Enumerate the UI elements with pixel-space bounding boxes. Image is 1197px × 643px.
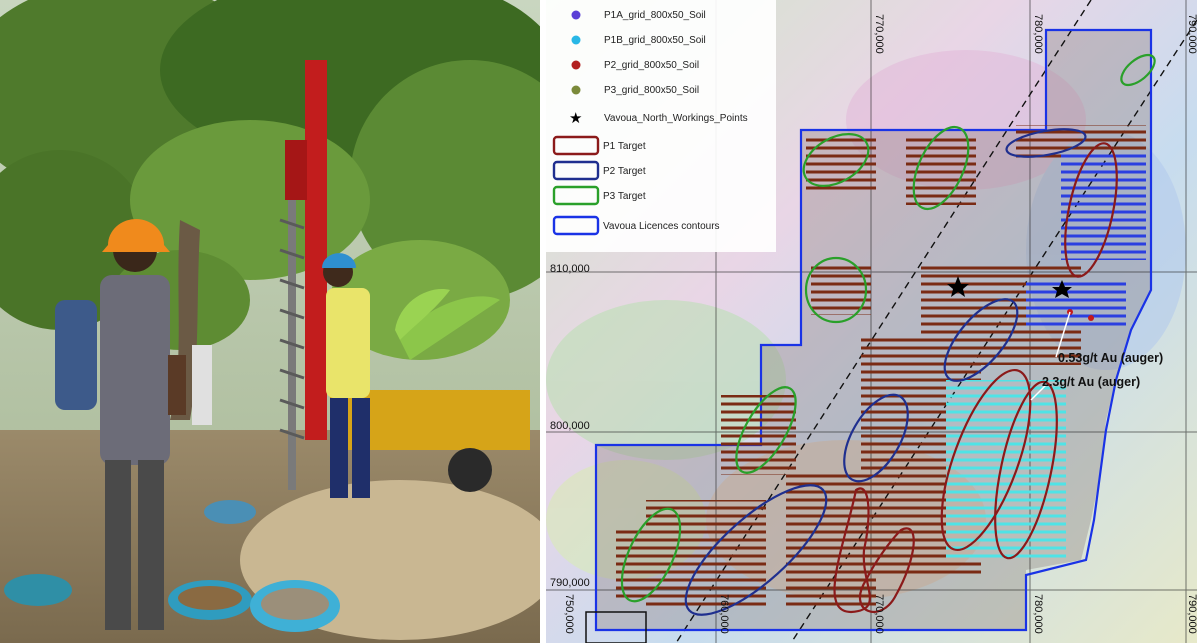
workings-star-icon (947, 276, 969, 297)
legend-item: P2 Target (552, 160, 646, 181)
legend-label: P1A_grid_800x50_Soil (604, 10, 706, 21)
grid-label-bottom: 760,000 (718, 594, 730, 634)
photo-illustration (0, 0, 540, 643)
p3-targets[interactable] (610, 49, 1160, 609)
p1-targets[interactable] (833, 139, 1126, 614)
legend-dot-icon (571, 60, 581, 70)
legend-dot-icon (571, 10, 581, 20)
grid-label-left: 800,000 (550, 420, 590, 432)
grid-label-bottom: 790,000 (1186, 594, 1197, 634)
legend-dot-icon (571, 85, 581, 95)
legend-label: P2 Target (603, 166, 646, 177)
exploration-map: 0.53g/t Au (auger) 2.3g/t Au (auger) 770… (546, 0, 1197, 643)
grid-label-left: 810,000 (550, 263, 590, 275)
legend-box-icon (552, 185, 600, 206)
grid-labels: 770,000 780,000 790,000 750,000 760,000 … (550, 14, 1197, 634)
legend-box-icon (552, 160, 600, 181)
legend-label: Vavoua_North_Workings_Points (604, 113, 748, 124)
legend-label: P1B_grid_800x50_Soil (604, 35, 706, 46)
legend-item: P1B_grid_800x50_Soil (571, 35, 706, 46)
legend-item: P2_grid_800x50_Soil (571, 60, 699, 71)
assay-annotation-1: 0.53g/t Au (auger) (1058, 351, 1163, 365)
sample-bowl (204, 500, 256, 524)
legend-label: P3 Target (603, 191, 646, 202)
legend-item: P1 Target (552, 135, 646, 156)
legend-dot-icon (571, 35, 581, 45)
legend-label: Vavoua Licences contours (603, 221, 720, 232)
legend-item: P3 Target (552, 185, 646, 206)
map-legend: P1A_grid_800x50_Soil P1B_grid_800x50_Soil… (546, 0, 776, 252)
workings-points[interactable] (947, 276, 1072, 298)
geologist (55, 219, 170, 630)
grid-label-bottom: 780,000 (1032, 594, 1044, 634)
grid-label-left: 790,000 (550, 577, 590, 589)
legend-item: P1A_grid_800x50_Soil (571, 10, 706, 21)
sample-bowl (4, 574, 72, 606)
legend-label: P2_grid_800x50_Soil (604, 60, 699, 71)
map-canvas: 0.53g/t Au (auger) 2.3g/t Au (auger) 770… (546, 0, 1197, 643)
grid-label-top: 790,000 (1186, 14, 1197, 54)
soil-grid-lines (616, 125, 1146, 610)
p2-targets[interactable] (668, 124, 1088, 634)
auger-drilling-photo (0, 0, 540, 643)
workings-star-icon (1052, 280, 1072, 298)
grid-label-top: 780,000 (1032, 14, 1044, 54)
drill-mast (305, 60, 327, 440)
assay-annotation-2: 2.3g/t Au (auger) (1042, 375, 1140, 389)
legend-item: Vavoua Licences contours (552, 215, 720, 236)
grid-label-bottom: 770,000 (873, 594, 885, 634)
legend-item: ★ Vavoua_North_Workings_Points (569, 109, 748, 127)
legend-box-icon (552, 135, 600, 156)
drill-operator (322, 253, 370, 498)
grid-label-bottom: 750,000 (563, 594, 575, 634)
legend-box-icon (552, 215, 600, 236)
grid-label-top: 770,000 (873, 14, 885, 54)
legend-label: P1 Target (603, 141, 646, 152)
backpack (55, 300, 97, 410)
legend-label: P3_grid_800x50_Soil (604, 85, 699, 96)
legend-item: P3_grid_800x50_Soil (571, 85, 699, 96)
legend-star-icon: ★ (569, 109, 582, 127)
